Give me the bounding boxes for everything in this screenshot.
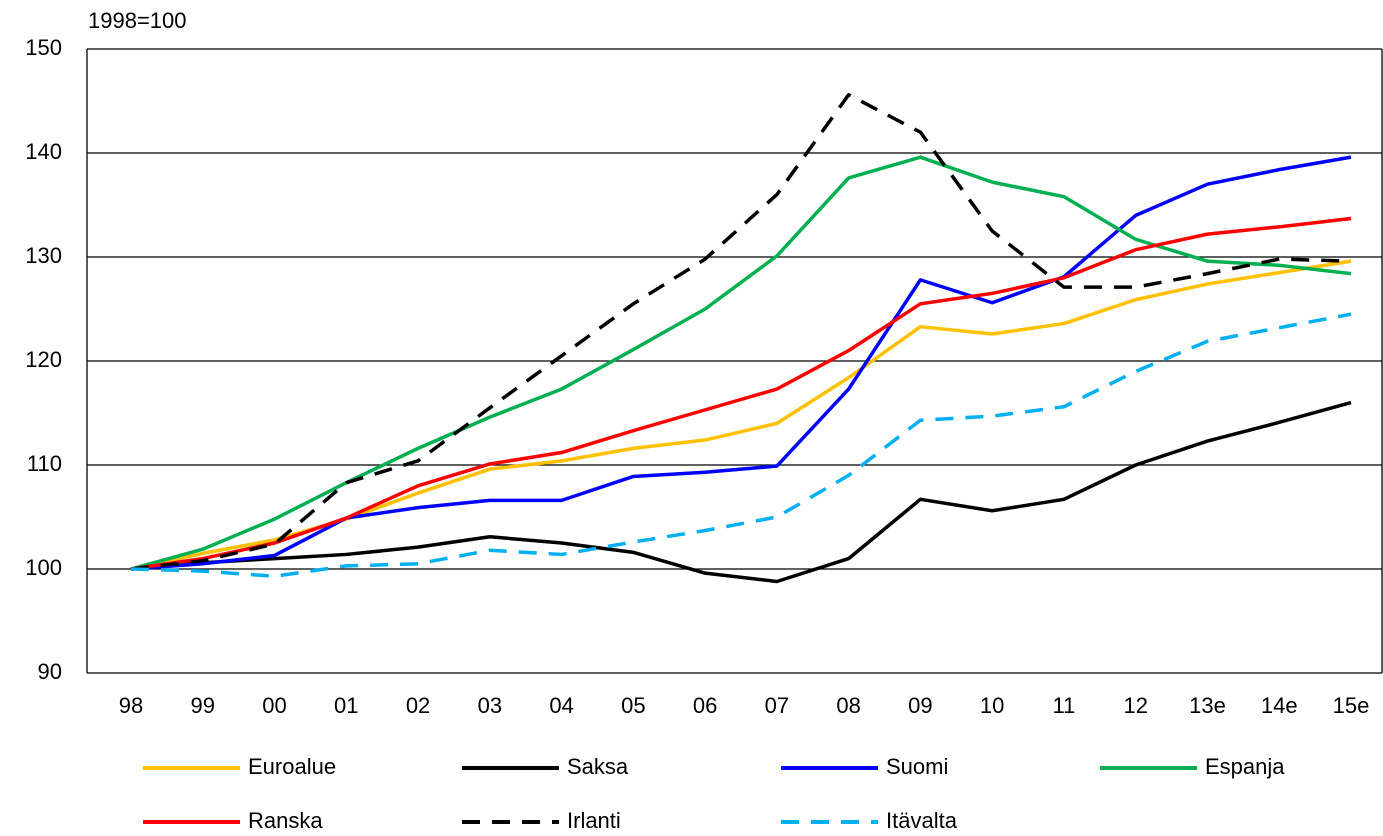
y-axis-label: 1998=100 (88, 8, 187, 33)
y-tick-label: 90 (38, 659, 62, 684)
x-tick-label: 98 (119, 693, 143, 718)
x-tick-label: 06 (693, 693, 717, 718)
y-tick-label: 110 (27, 451, 62, 476)
x-tick-label: 15e (1333, 693, 1370, 718)
legend-label: Itävalta (886, 808, 958, 833)
series-line (130, 312, 1352, 579)
series-line (130, 155, 1352, 571)
legend-label: Espanja (1205, 754, 1285, 779)
x-tick-label: 14e (1261, 693, 1298, 718)
x-tick-label: 09 (908, 693, 932, 718)
x-tick-label: 10 (980, 693, 1004, 718)
x-tick-label: 01 (334, 693, 358, 718)
x-tick-label: 08 (836, 693, 860, 718)
x-tick-label: 13e (1189, 693, 1226, 718)
x-tick-label: 04 (549, 693, 573, 718)
x-tick-label: 05 (621, 693, 645, 718)
legend-label: Suomi (886, 754, 948, 779)
y-tick-label: 150 (25, 35, 62, 60)
x-tick-label: 03 (478, 693, 502, 718)
legend-label: Irlanti (567, 808, 621, 833)
y-tick-label: 120 (25, 347, 62, 372)
y-tick-label: 130 (25, 243, 62, 268)
legend-label: Euroalue (248, 754, 336, 779)
x-tick-label: 07 (765, 693, 789, 718)
series-line (130, 400, 1352, 584)
y-tick-label: 140 (25, 139, 62, 164)
x-tick-label: 12 (1123, 693, 1147, 718)
x-tick-label: 00 (262, 693, 286, 718)
legend-label: Saksa (567, 754, 629, 779)
x-tick-label: 99 (191, 693, 215, 718)
y-tick-label: 100 (25, 555, 62, 580)
series-line (130, 93, 1352, 571)
series-line (130, 155, 1352, 571)
x-tick-label: 02 (406, 693, 430, 718)
series-line (130, 216, 1352, 571)
x-tick-label: 11 (1053, 693, 1076, 718)
legend-label: Ranska (248, 808, 323, 833)
